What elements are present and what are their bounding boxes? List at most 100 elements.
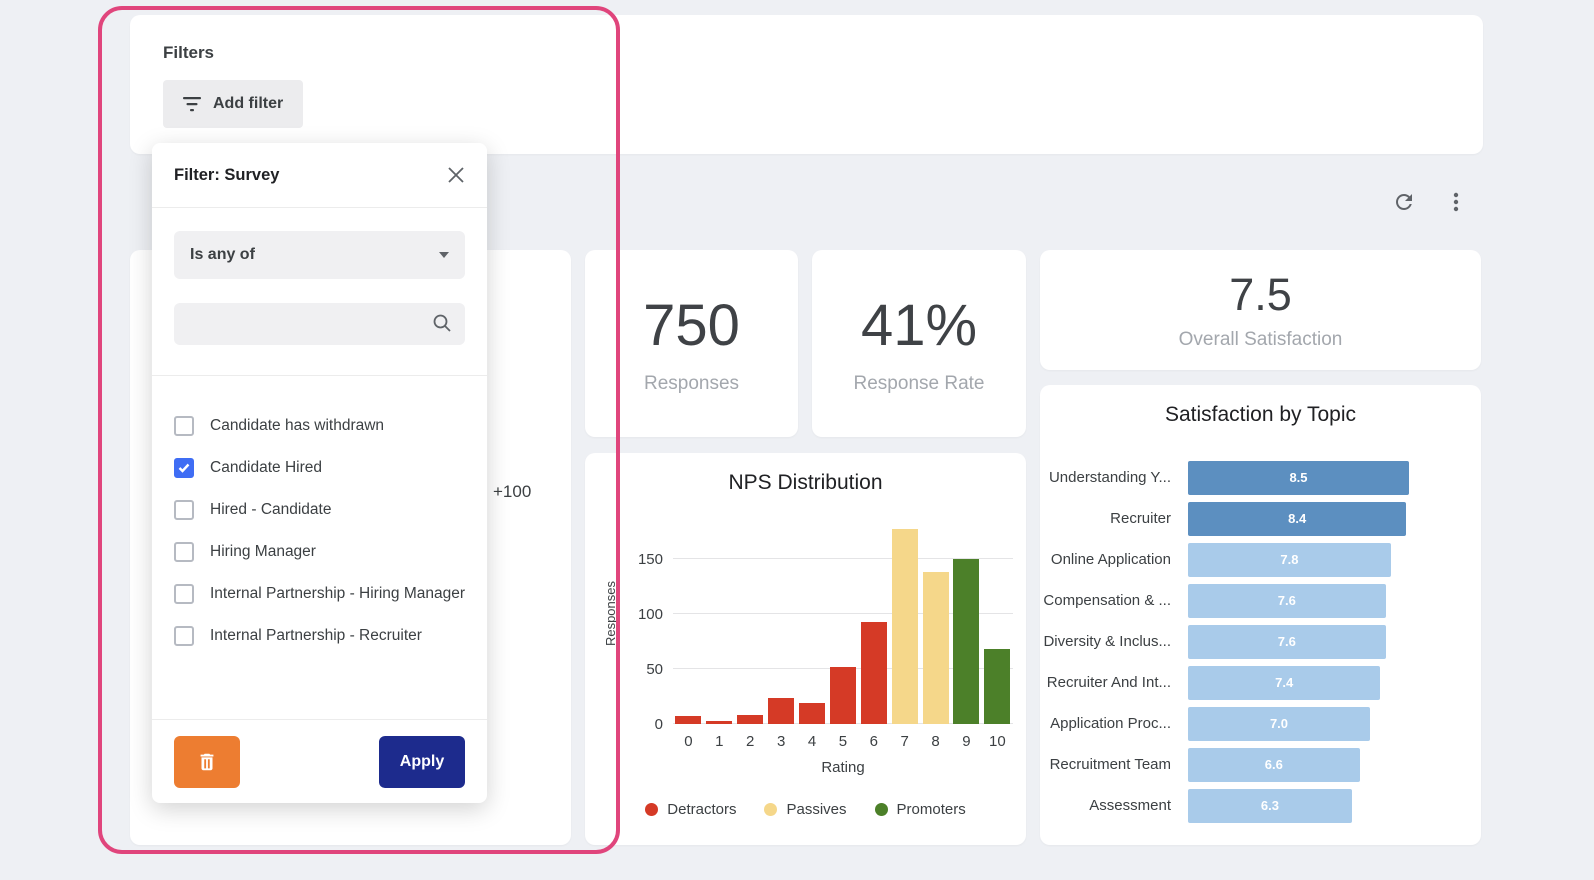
- x-tick-label: 6: [869, 733, 878, 750]
- nps-bar: [984, 649, 1011, 724]
- filter-option-label: Hiring Manager: [210, 542, 316, 560]
- nps-bars: [673, 517, 1013, 724]
- satisfaction-topic-label: Recruiter: [1110, 510, 1171, 527]
- x-tick-label: 9: [962, 733, 971, 750]
- close-icon[interactable]: [447, 166, 465, 184]
- satisfaction-row: Recruiter 8.4: [1040, 498, 1481, 539]
- nps-distribution-card: NPS Distribution Responses 0 50 100 150 0 1 2…: [585, 453, 1026, 845]
- x-tick-label: 1: [715, 733, 724, 750]
- operator-select-value: Is any of: [190, 246, 255, 263]
- x-tick-label: 0: [684, 733, 693, 750]
- kpi-value: 41%: [860, 293, 978, 358]
- kpi-label: Overall Satisfaction: [1178, 329, 1343, 350]
- legend-dot: [874, 803, 888, 816]
- satisfaction-row: Understanding Y... 8.5: [1040, 457, 1481, 498]
- satisfaction-by-topic-card: Satisfaction by Topic Understanding Y...…: [1040, 385, 1481, 845]
- x-tick-label: 5: [838, 733, 848, 750]
- filter-popup: Filter: Survey Is any of Candidate has w…: [152, 143, 487, 803]
- satisfaction-bar: 8.5: [1188, 460, 1409, 495]
- legend-label: Passives: [786, 801, 847, 818]
- delete-filter-button[interactable]: [174, 735, 240, 788]
- filter-option-label: Candidate has withdrawn: [210, 416, 385, 434]
- satisfaction-bar: 7.6: [1188, 624, 1386, 659]
- satisfaction-bar: 7.8: [1188, 542, 1391, 577]
- x-tick-label: 4: [807, 733, 817, 750]
- filter-option-row[interactable]: Internal Partnership - Recruiter: [174, 615, 465, 657]
- filter-popup-footer: Apply: [152, 719, 487, 803]
- nps-plot: 0 50 100 150: [638, 517, 1013, 733]
- satisfaction-bar: 7.0: [1188, 706, 1370, 741]
- x-tick-label: 7: [900, 733, 909, 750]
- kpi-value: 750: [643, 293, 740, 358]
- trash-icon: [196, 750, 218, 774]
- satisfaction-row: Compensation & ... 7.6: [1040, 580, 1481, 621]
- filters-title: Filters: [163, 43, 215, 62]
- overflow-count-label: +100: [493, 482, 532, 501]
- nps-bar: [675, 716, 702, 724]
- nps-bar: [953, 559, 980, 724]
- refresh-icon[interactable]: [1392, 190, 1416, 214]
- satisfaction-bar: 6.3: [1188, 788, 1352, 823]
- checkbox-unchecked-icon[interactable]: [174, 584, 194, 604]
- chevron-down-icon: [439, 252, 449, 258]
- satisfaction-row: Assessment 6.3: [1040, 785, 1481, 826]
- search-icon: [431, 312, 453, 339]
- filter-option-row[interactable]: Hiring Manager: [174, 531, 465, 573]
- y-tick-label: 100: [637, 606, 663, 623]
- y-tick-label: 150: [637, 551, 663, 568]
- y-tick-label: 50: [646, 661, 663, 678]
- legend-label: Promoters: [896, 801, 966, 818]
- checkbox-checked-icon[interactable]: [174, 458, 194, 478]
- satisfaction-topic-label: Recruiter And Int...: [1046, 674, 1171, 691]
- y-axis-title: Responses: [603, 581, 618, 647]
- filter-popup-title: Filter: Survey: [174, 165, 280, 184]
- nps-legend: Detractors Passives Promoters: [585, 801, 1026, 818]
- chart-title: NPS Distribution: [728, 471, 883, 494]
- nps-bar: [799, 703, 825, 724]
- checkbox-unchecked-icon[interactable]: [174, 626, 194, 646]
- nps-bar: [768, 697, 795, 724]
- nps-bar: [829, 666, 856, 724]
- filter-search-box: [174, 303, 465, 345]
- divider: [152, 375, 487, 376]
- filter-option-row[interactable]: Candidate has withdrawn: [174, 405, 465, 447]
- x-tick-label: 8: [931, 733, 940, 750]
- satisfaction-bars: Understanding Y... 8.5 Recruiter 8.4 Online …: [1040, 457, 1481, 826]
- kpi-card-response-rate: 41% Response Rate: [812, 250, 1026, 437]
- satisfaction-row: Online Application 7.8: [1040, 539, 1481, 580]
- filter-search-input[interactable]: [174, 303, 465, 345]
- filter-option-label: Candidate Hired: [210, 458, 323, 476]
- filter-option-row[interactable]: Hired - Candidate: [174, 489, 465, 531]
- satisfaction-topic-label: Diversity & Inclus...: [1043, 633, 1171, 650]
- more-options-icon[interactable]: [1444, 190, 1468, 214]
- legend-item: Passives: [764, 801, 847, 818]
- apply-button[interactable]: Apply: [379, 735, 465, 788]
- satisfaction-topic-label: Assessment: [1089, 797, 1171, 814]
- x-tick-label: 3: [776, 733, 786, 750]
- satisfaction-bar: 8.4: [1188, 501, 1407, 536]
- nps-bar: [706, 720, 733, 724]
- legend-dot: [645, 803, 659, 816]
- legend-label: Detractors: [667, 801, 737, 818]
- nps-bar: [860, 621, 887, 724]
- filter-option-row[interactable]: Candidate Hired: [174, 447, 465, 489]
- satisfaction-row: Diversity & Inclus... 7.6: [1040, 621, 1481, 662]
- add-filter-button[interactable]: Add filter: [163, 80, 304, 128]
- nps-bar: [891, 529, 918, 724]
- checkbox-unchecked-icon[interactable]: [174, 416, 194, 436]
- satisfaction-bar: 6.6: [1188, 747, 1360, 782]
- kpi-value: 7.5: [1229, 269, 1292, 320]
- checkbox-unchecked-icon[interactable]: [174, 542, 194, 562]
- nps-x-labels: 0 1 2 3 4 5 6 7 8 9 10: [673, 733, 1013, 750]
- operator-select[interactable]: Is any of: [174, 231, 465, 279]
- gridline: [673, 558, 1013, 559]
- filters-bar: Filters Add filter: [130, 15, 1483, 154]
- kpi-card-responses: 750 Responses: [585, 250, 798, 437]
- filter-icon: [183, 96, 201, 112]
- dashboard-actions: [1392, 190, 1468, 214]
- checkbox-unchecked-icon[interactable]: [174, 500, 194, 520]
- gridline: [673, 613, 1013, 614]
- filter-option-row[interactable]: Internal Partnership - Hiring Manager: [174, 573, 465, 615]
- legend-dot: [764, 803, 778, 816]
